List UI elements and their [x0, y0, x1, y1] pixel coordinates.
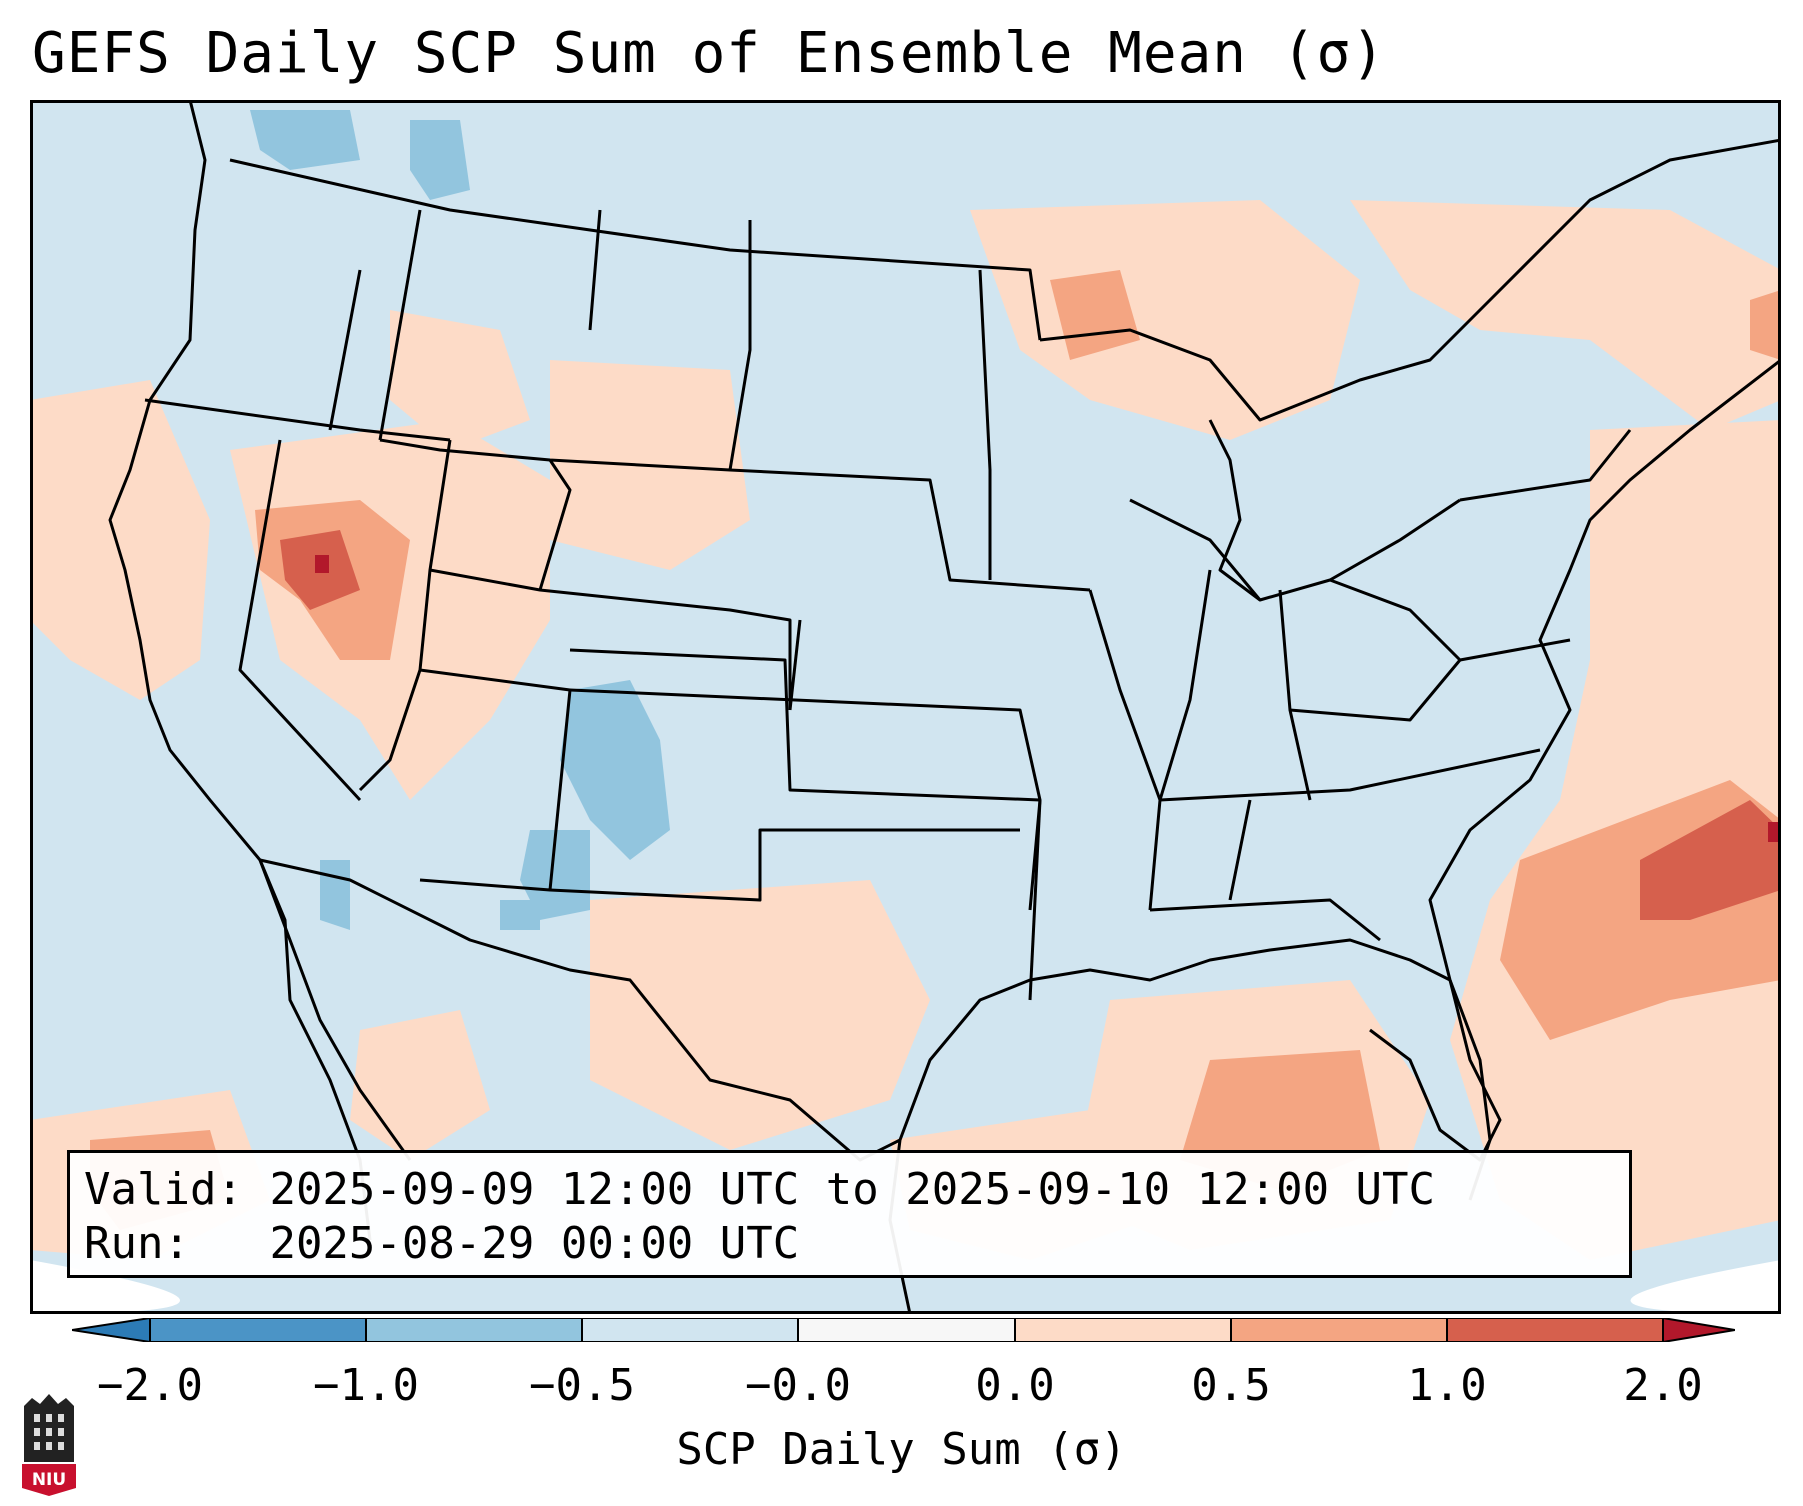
valid-run-info-box: Valid: 2025-09-09 12:00 UTC to 2025-09-1… [67, 1150, 1632, 1278]
colorbar [72, 1318, 1735, 1342]
colorbar-tick-label: 0.5 [1191, 1360, 1271, 1411]
colorbar-tick-label: 0.0 [975, 1360, 1055, 1411]
colorbar-tick-label: −2.0 [97, 1360, 203, 1411]
colorbar-bin-7 [1447, 1318, 1663, 1342]
run-value: 2025-08-29 00:00 UTC [269, 1218, 800, 1269]
map-borders [108, 100, 1781, 1314]
anomaly-negative [250, 110, 670, 930]
colorbar-tick-label: −1.0 [313, 1360, 419, 1411]
projection-edge-right [1630, 1260, 1781, 1314]
colorbar-bin-3 [582, 1318, 798, 1342]
colorbar-bin-1 [150, 1318, 366, 1342]
chart-title: GEFS Daily SCP Sum of Ensemble Mean (σ) [32, 21, 1386, 86]
valid-value: 2025-09-09 12:00 UTC to 2025-09-10 12:00… [269, 1164, 1436, 1215]
colorbar-label: SCP Daily Sum (σ) [676, 1424, 1127, 1475]
logo-text: NIU [32, 1470, 66, 1490]
niu-logo: NIU [22, 1394, 76, 1496]
colorbar-tick-label: −0.5 [529, 1360, 635, 1411]
colorbar-tick-label: 1.0 [1407, 1360, 1487, 1411]
map-svg [30, 100, 1781, 1314]
colorbar-bin-2 [366, 1318, 582, 1342]
colorbar-extend-low [72, 1318, 150, 1342]
colorbar-tick-label: 2.0 [1623, 1360, 1703, 1411]
colorbar-bin-4 [798, 1318, 1015, 1342]
map-outline [30, 100, 1781, 1314]
map-panel [30, 100, 1781, 1314]
colorbar-tick-label: −0.0 [745, 1360, 851, 1411]
colorbar-bin-6 [1231, 1318, 1447, 1342]
run-label: Run: [84, 1218, 190, 1269]
colorbar-extend-high [1663, 1318, 1735, 1342]
colorbar-bin-5 [1015, 1318, 1231, 1342]
anomaly-max-positive [315, 555, 1781, 842]
colorbar-ticks [149, 1318, 1664, 1342]
valid-label: Valid: [84, 1164, 243, 1215]
